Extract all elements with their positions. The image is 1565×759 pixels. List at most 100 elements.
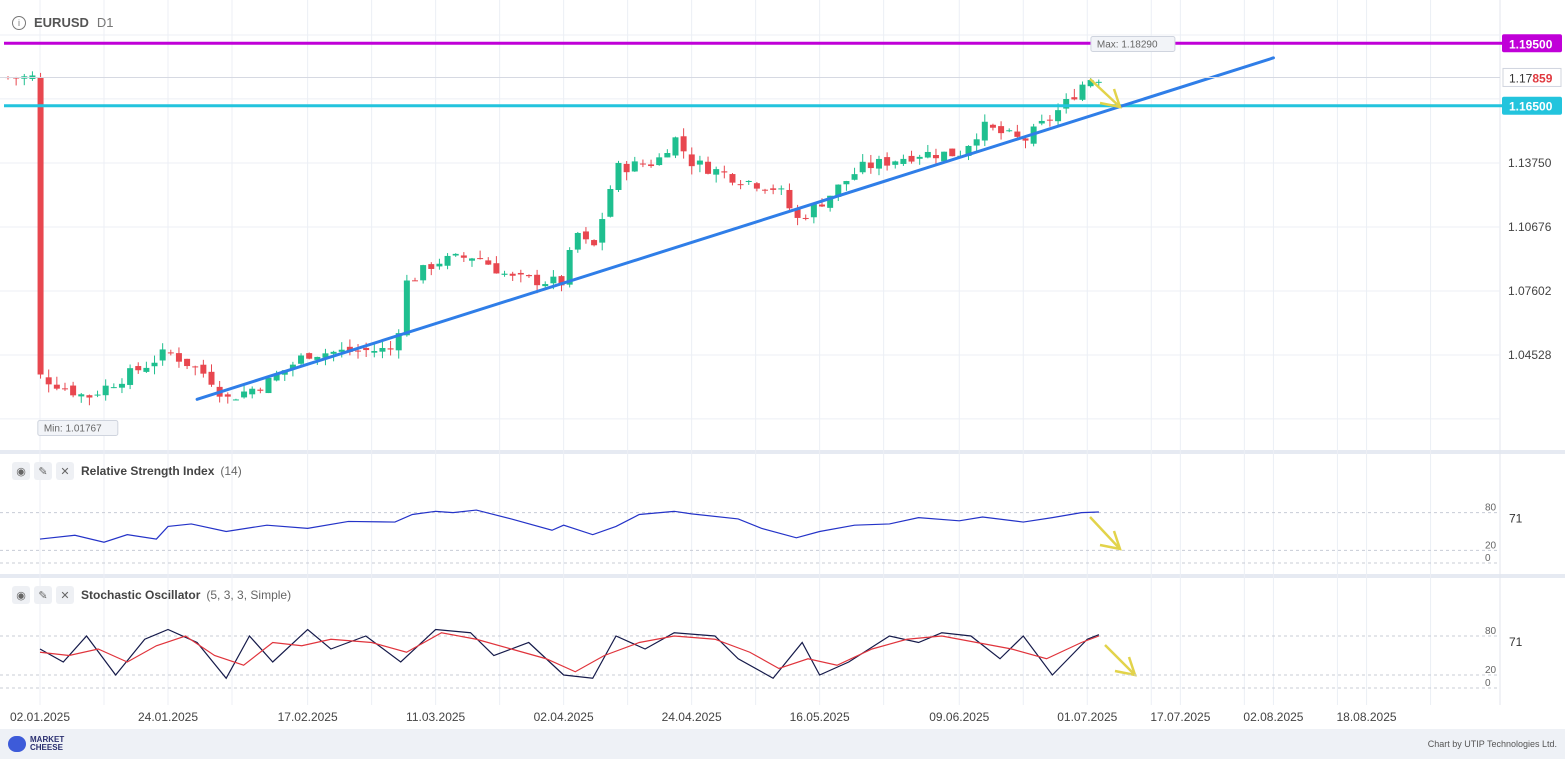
arrow-head [1099,530,1122,551]
y-tick-label: 1.10676 [1508,220,1552,234]
candle-body [729,174,736,183]
candle-body [509,273,516,276]
candle-body [762,189,769,191]
candle-body [558,276,565,286]
candle-body [1006,130,1013,132]
close-icon[interactable]: ✕ [56,462,74,480]
info-icon[interactable]: i [12,15,26,30]
candle-body [249,388,256,395]
brand-logo[interactable]: MARKET CHEESE [8,736,64,752]
candle-body [998,126,1005,134]
candle-body [859,161,866,173]
osc-level-label: 20 [1485,540,1497,551]
rsi-params: (14) [220,464,242,478]
candle-body [273,374,280,381]
candle-body [582,231,589,240]
candle-body [78,394,85,397]
candle-body [363,347,370,351]
eye-icon[interactable]: ◉ [12,586,30,604]
candle-body [485,260,492,265]
candle-body [143,367,150,372]
candle-body [37,77,44,375]
rsi-title: Relative Strength Index [81,464,215,478]
candle-body [574,232,581,250]
candle-body [525,275,532,277]
x-tick-label: 24.01.2025 [138,710,198,724]
candle-body [688,154,695,167]
osc-value-label: 71 [1509,635,1523,649]
candle-body [94,394,101,396]
x-tick-label: 17.07.2025 [1150,710,1210,724]
y-tick-label: 1.13750 [1508,156,1552,170]
current-price-label: 1.17859 [1509,71,1553,85]
footer-bar: MARKET CHEESE Chart by UTIP Technologies… [0,729,1565,759]
candle-body [550,276,557,284]
candle-body [13,77,20,79]
osc-series-line [39,628,1100,680]
candle-body [599,219,606,243]
x-tick-label: 17.02.2025 [278,710,338,724]
wrench-icon[interactable]: ✎ [34,586,52,604]
candle-body [460,255,467,258]
osc-level-label: 0 [1485,553,1491,564]
level-price-label: 1.16500 [1509,100,1553,114]
candle-body [436,263,443,267]
candle-body [900,158,907,164]
candle-body [306,353,313,359]
osc-level-label: 0 [1485,678,1491,689]
candle-body [1022,138,1029,141]
candle-body [403,280,410,336]
candle-body [265,377,272,394]
panel-separator [0,574,1565,578]
candle-body [322,353,329,358]
x-tick-label: 09.06.2025 [929,710,989,724]
osc-series-line [39,632,1100,673]
close-icon[interactable]: ✕ [56,586,74,604]
candle-body [656,157,663,166]
candle-body [330,351,337,354]
arrow-shaft [1089,516,1121,550]
level-price-label: 1.19500 [1509,37,1553,51]
candle-body [713,169,720,175]
candle-body [452,253,459,256]
candle-body [224,394,231,397]
arrow-head [1099,88,1122,109]
candle-body [631,161,638,172]
candle-body [501,273,508,275]
candle-body [338,349,345,352]
x-tick-label: 02.01.2025 [10,710,70,724]
candle-body [1095,81,1102,83]
x-tick-label: 02.04.2025 [534,710,594,724]
candle-body [664,153,671,158]
osc-level-label: 80 [1485,503,1497,514]
candle-body [705,161,712,174]
candle-body [924,151,931,158]
candle-body [989,124,996,128]
candle-body [468,258,475,261]
candle-body [1079,84,1086,100]
stoch-title: Stochastic Oscillator [81,588,201,602]
y-tick-label: 1.07602 [1508,284,1552,298]
candle-body [623,163,630,173]
candle-body [615,162,622,190]
candle-body [53,384,60,389]
candle-body [257,389,264,391]
wrench-icon[interactable]: ✎ [34,462,52,480]
candle-body [127,368,134,385]
candle-body [517,272,524,275]
candle-body [672,137,679,156]
arrow-shaft [1104,644,1136,676]
forecast-arrow-icon [1089,78,1122,109]
eye-icon[interactable]: ◉ [12,462,30,480]
forecast-arrow-icon [1089,516,1122,551]
candle-body [289,364,296,369]
candle-body [477,258,484,260]
candle-body [770,188,777,190]
panel-separator [0,450,1565,454]
rsi-header: ◉ ✎ ✕ Relative Strength Index (14) [12,462,242,480]
candle-body [745,180,752,183]
x-tick-label: 24.04.2025 [662,710,722,724]
candle-body [151,362,158,367]
